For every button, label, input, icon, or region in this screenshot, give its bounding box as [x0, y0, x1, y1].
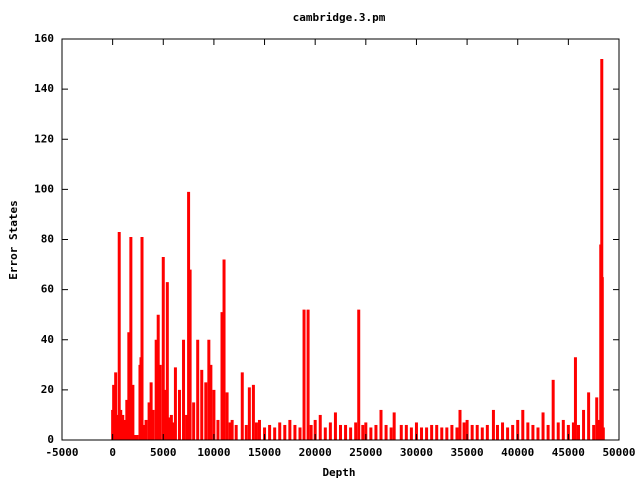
x-tick-label: 20000: [299, 446, 332, 459]
y-tick-label: 80: [41, 233, 54, 246]
x-tick-label: 50000: [602, 446, 635, 459]
x-tick-label: -5000: [45, 446, 78, 459]
x-axis-label: Depth: [322, 466, 355, 479]
x-tick-label: 45000: [552, 446, 585, 459]
y-tick-label: 20: [41, 383, 54, 396]
chart-title: cambridge.3.pm: [293, 11, 386, 24]
x-tick-label: 35000: [451, 446, 484, 459]
x-tick-label: 30000: [400, 446, 433, 459]
x-tick-label: 5000: [150, 446, 177, 459]
y-tick-label: 120: [34, 132, 54, 145]
y-tick-label: 60: [41, 283, 54, 296]
x-tick-label: 15000: [248, 446, 281, 459]
y-tick-label: 140: [34, 82, 54, 95]
y-tick-label: 160: [34, 32, 54, 45]
x-tick-label: 40000: [501, 446, 534, 459]
x-tick-label: 25000: [349, 446, 382, 459]
y-tick-label: 100: [34, 182, 54, 195]
y-tick-label: 0: [47, 433, 54, 446]
y-axis-label: Error States: [7, 200, 20, 279]
x-tick-label: 10000: [197, 446, 230, 459]
x-tick-label: 0: [109, 446, 116, 459]
y-tick-label: 40: [41, 333, 54, 346]
